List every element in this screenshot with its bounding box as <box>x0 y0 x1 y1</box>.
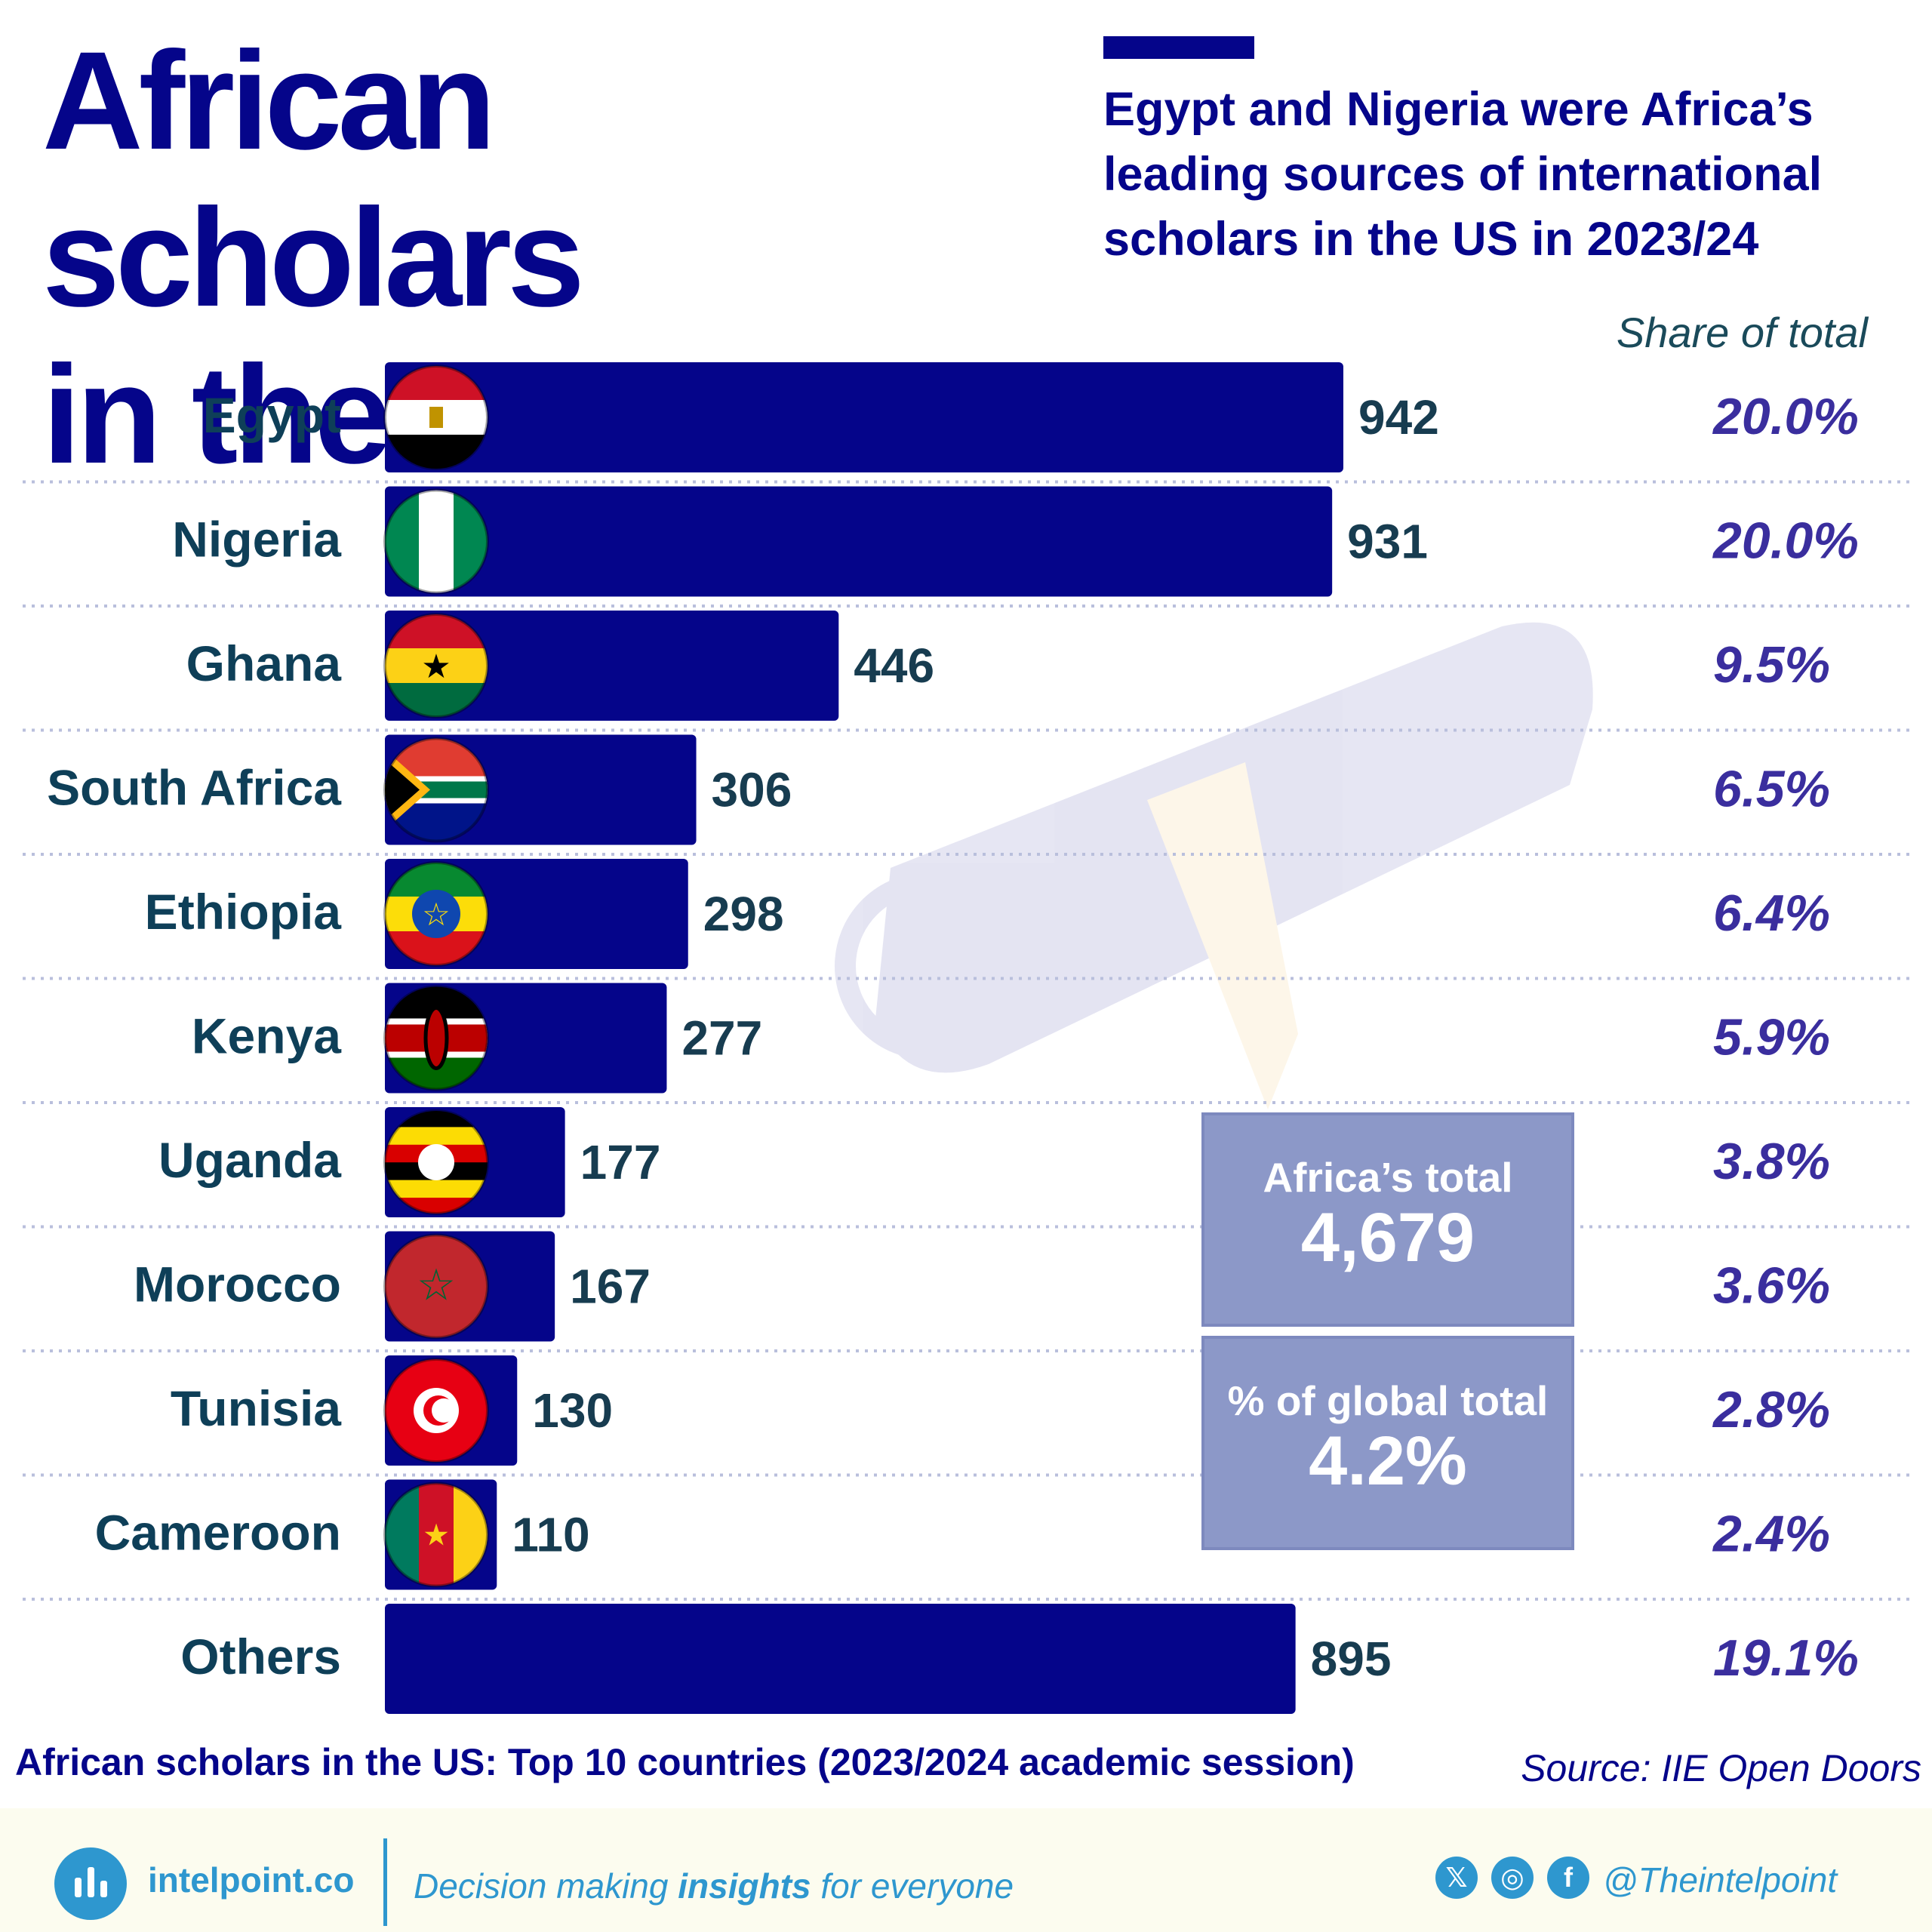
intelpoint-logo-icon <box>54 1847 127 1920</box>
country-label: Nigeria <box>172 512 342 568</box>
south-africa-flag-icon <box>383 737 489 843</box>
bar <box>385 486 1333 597</box>
africa-total-box: Africa’s total 4,679 <box>1201 1112 1574 1327</box>
watermark-scroll-illustration <box>835 622 1593 1109</box>
value-label: 895 <box>1311 1632 1392 1686</box>
tunisia-flag-icon <box>383 1358 489 1463</box>
share-label: 2.8% <box>1712 1381 1830 1438</box>
bar <box>385 611 839 721</box>
morocco-flag-icon: ☆ <box>383 1233 489 1340</box>
value-label: 277 <box>681 1011 762 1066</box>
svg-text:☆: ☆ <box>422 897 451 932</box>
share-label: 3.8% <box>1713 1133 1830 1190</box>
subtitle: Egypt and Nigeria were Africa’s leading … <box>1103 83 1823 266</box>
share-label: 3.6% <box>1713 1257 1830 1315</box>
country-label: Egypt <box>203 387 341 443</box>
africa-total-label: Africa’s total <box>1263 1154 1513 1201</box>
bar <box>385 1604 1296 1714</box>
value-label: 177 <box>580 1135 661 1189</box>
svg-text:★: ★ <box>423 1519 450 1552</box>
uganda-flag-icon <box>383 1109 489 1215</box>
country-label: Ghana <box>186 635 343 691</box>
share-label: 6.5% <box>1713 761 1830 818</box>
global-share-box: % of global total 4.2% <box>1201 1336 1574 1550</box>
country-label: Morocco <box>134 1257 341 1312</box>
country-label: Cameroon <box>95 1505 341 1561</box>
source-note: Source: IIE Open Doors <box>1521 1747 1921 1789</box>
value-label: 110 <box>512 1508 589 1562</box>
share-label: 19.1% <box>1713 1629 1859 1687</box>
footer-divider <box>383 1838 387 1926</box>
share-label: 20.0% <box>1712 388 1859 445</box>
ethiopia-flag-icon: ☆ <box>383 861 489 967</box>
bar <box>385 362 1343 472</box>
share-label: 9.5% <box>1713 636 1830 694</box>
value-label: 130 <box>532 1383 613 1438</box>
tagline-end: for everyone <box>811 1866 1014 1906</box>
bar-chart: Egypt 942 20.0% Nigeria 931 20.0% ★ Ghana 446 9.5… <box>23 362 1909 1714</box>
global-share-label: % of global total <box>1227 1377 1549 1424</box>
share-label: 6.4% <box>1713 884 1830 942</box>
accent-bar <box>1103 36 1254 59</box>
kenya-flag-icon <box>383 985 489 1091</box>
country-label: Ethiopia <box>145 884 343 940</box>
footer: intelpoint.co Decision making insights f… <box>0 1808 1932 1932</box>
svg-text:☆: ☆ <box>417 1261 456 1310</box>
tagline-start: Decision making <box>414 1866 678 1906</box>
value-label: 942 <box>1358 390 1439 445</box>
egypt-flag-icon <box>383 365 489 470</box>
share-label: 20.0% <box>1712 512 1859 570</box>
ghana-flag-icon: ★ <box>383 613 489 718</box>
title-line-1: African scholars <box>42 23 585 336</box>
country-label: Uganda <box>158 1132 342 1188</box>
svg-text:★: ★ <box>421 648 451 685</box>
tagline: Decision making insights for everyone <box>414 1866 1014 1906</box>
value-label: 167 <box>570 1260 651 1314</box>
global-share-value: 4.2% <box>1309 1423 1467 1500</box>
africa-total-value: 4,679 <box>1300 1199 1475 1276</box>
share-column-header: Share of total <box>1616 309 1868 356</box>
nigeria-flag-icon <box>383 488 489 595</box>
social-handle[interactable]: @Theintelpoint <box>1603 1860 1838 1900</box>
value-label: 298 <box>703 887 784 941</box>
tagline-emphasis: insights <box>678 1866 811 1906</box>
country-label: South Africa <box>47 760 342 816</box>
country-label: Tunisia <box>171 1380 342 1436</box>
value-label: 931 <box>1347 515 1428 569</box>
share-label: 2.4% <box>1712 1506 1830 1563</box>
facebook-icon[interactable]: f <box>1547 1857 1589 1899</box>
share-label: 5.9% <box>1713 1009 1830 1066</box>
instagram-icon[interactable]: ◎ <box>1491 1857 1534 1899</box>
x-twitter-icon[interactable]: 𝕏 <box>1435 1857 1478 1899</box>
country-label: Others <box>180 1629 341 1684</box>
value-label: 446 <box>854 638 934 693</box>
chart-caption: African scholars in the US: Top 10 count… <box>15 1741 1355 1783</box>
cameroon-flag-icon: ★ <box>383 1481 489 1588</box>
brand-link[interactable]: intelpoint.co <box>148 1860 355 1900</box>
value-label: 306 <box>712 763 792 817</box>
chart-rows: Egypt 942 20.0% Nigeria 931 20.0% ★ Ghana 446 9.5… <box>23 362 1909 1714</box>
country-label: Kenya <box>192 1008 342 1064</box>
